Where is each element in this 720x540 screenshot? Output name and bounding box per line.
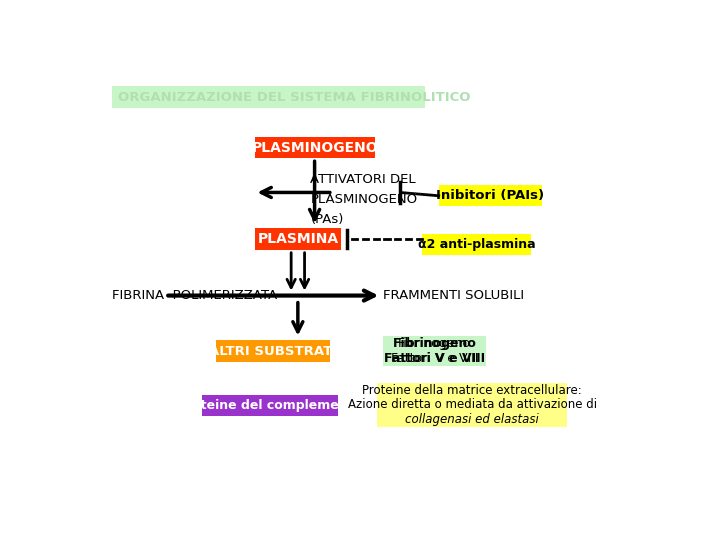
Text: ATTIVATORI DEL: ATTIVATORI DEL [310, 173, 416, 186]
Text: collagenasi ed elastasi: collagenasi ed elastasi [405, 413, 539, 426]
Bar [215, 341, 330, 362]
Bar [255, 228, 341, 250]
Text: FRAMMENTI SOLUBILI: FRAMMENTI SOLUBILI [383, 289, 524, 302]
Bar [377, 383, 567, 427]
Text: Proteine del complemento: Proteine del complemento [177, 399, 362, 412]
Bar [255, 137, 374, 158]
Text: ORGANIZZAZIONE DEL SISTEMA FIBRINOLITICO: ORGANIZZAZIONE DEL SISTEMA FIBRINOLITICO [118, 91, 470, 104]
Text: PLASMINA: PLASMINA [257, 232, 338, 246]
Text: Fattori V e VIII: Fattori V e VIII [384, 352, 485, 365]
Text: PLASMINOGENO: PLASMINOGENO [251, 140, 378, 154]
Text: Proteine della matrice extracellulare:: Proteine della matrice extracellulare: [362, 383, 582, 397]
Bar [383, 336, 486, 366]
Text: ALTRI SUBSTRATI: ALTRI SUBSTRATI [209, 345, 337, 358]
Bar [202, 395, 338, 416]
Text: Fattori V e VIII: Fattori V e VIII [391, 352, 478, 365]
Bar [422, 234, 531, 255]
Bar [112, 85, 425, 109]
Bar [383, 336, 486, 366]
Text: FIBRINA  POLIMERIZZATA: FIBRINA POLIMERIZZATA [112, 289, 278, 302]
Text: Inibitori (PAIs): Inibitori (PAIs) [436, 190, 544, 202]
Text: α2 anti-plasmina: α2 anti-plasmina [418, 238, 535, 251]
Text: Fibrinogeno: Fibrinogeno [392, 338, 477, 350]
Text: (PAs): (PAs) [310, 213, 343, 226]
Text: Fibrinogeno: Fibrinogeno [398, 338, 471, 350]
Text: PLASMINOGENO: PLASMINOGENO [310, 193, 418, 206]
Bar [438, 185, 542, 206]
Text: Azione diretta o mediata da attivazione di: Azione diretta o mediata da attivazione … [348, 398, 597, 411]
